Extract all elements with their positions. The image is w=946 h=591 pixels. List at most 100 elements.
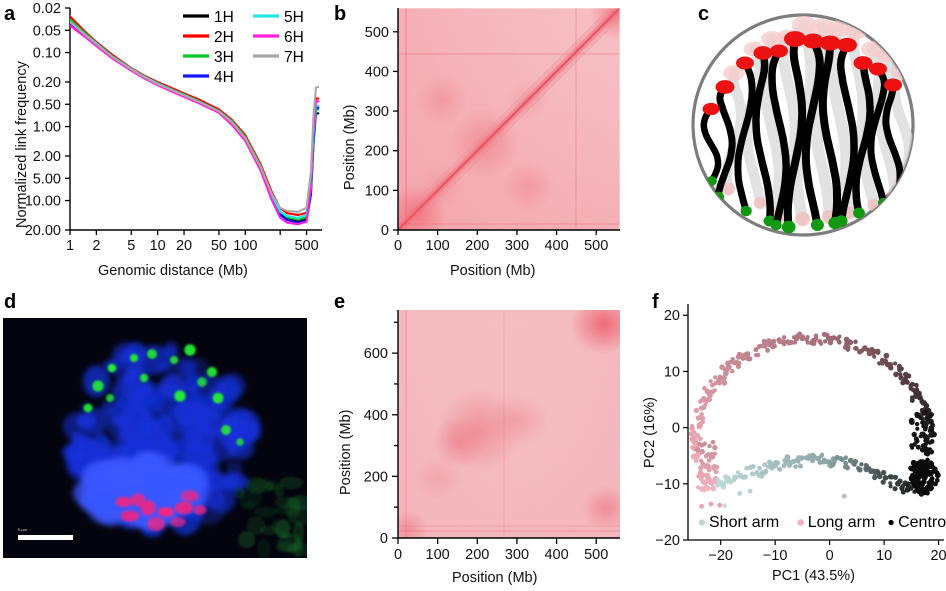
legend-label-centromere: Centromere [898,514,946,531]
panel-b-xtick: 0 [394,238,402,254]
telomere-cap [837,37,857,53]
telomere-focus [107,363,117,373]
chromatin-blob [82,461,125,493]
panel-f-ytick: 20 [664,308,680,324]
scatter-point-long-arm [695,433,701,438]
telomere-focus [206,366,218,378]
scatter-point-long-arm [847,339,854,346]
scatter-point-long-arm [705,474,711,481]
scatter-point-short-arm [737,473,744,479]
centromere-cap [794,211,811,227]
telomere-cap [819,35,841,51]
telomere-focus [83,403,93,413]
scatter-point-short-arm [821,457,828,464]
scatter-point-short-arm [762,462,768,467]
scatter-point-centromere [925,457,930,462]
scatter-point-long-arm [698,399,703,404]
scatter-point-short-arm [899,485,905,491]
chromosome-fibre [801,37,824,229]
centromere-cap [810,218,824,232]
scatter-point-short-arm [892,474,899,480]
telomere-focus [92,380,104,392]
centromere-focus [140,500,156,516]
scatter-point-long-arm [788,339,794,346]
scatter-point-centromere [915,444,921,450]
panel-f-letter: f [652,291,659,313]
chromatin-blob [101,400,115,417]
scatter-point-short-arm [810,452,815,458]
centromere-focus [130,493,146,507]
telomere-cap [753,46,773,60]
scatter-point-short-arm [798,463,803,469]
telomere-cap [791,16,817,34]
scatter-point-long-arm [753,347,759,353]
scatter-point-short-arm [777,467,781,472]
legend-dot-centromere [888,519,894,526]
panel-b-xtick: 400 [544,238,568,254]
telomere-cap [736,56,754,70]
scatter-point-long-arm [853,346,858,351]
scatter-point-long-arm [736,360,742,366]
scatter-point-long-arm [723,367,729,373]
scatter-point-short-arm [754,470,760,475]
scale-bar-label: 5 µm [18,527,28,532]
chromatin-blob [148,416,175,438]
telomere-focus [129,353,139,363]
scatter-point-long-arm [710,454,716,460]
scatter-point-short-arm [892,486,898,492]
telomere-focus [197,377,207,387]
panel-a-xtick: 10 [150,238,166,254]
scatter-point-centromere [932,466,938,472]
centromere-focus [147,516,165,532]
telomere-focus [147,349,157,359]
scatter-point-short-arm [843,455,849,460]
background-haze [265,481,275,491]
scatter-point-long-arm [700,479,706,485]
scatter-point-long-arm [699,448,705,455]
panel-a-ytick: 10.00 [25,194,61,210]
panel-c: c [630,0,946,290]
scatter-point-long-arm [883,352,890,359]
panel-e-ytick: 200 [364,469,388,485]
panel-b-ytick: 100 [365,183,389,199]
scale-bar [18,535,73,540]
chromosome-fibre [700,105,722,185]
chromatin-blob [135,452,162,472]
panel-a-xlabel: Genomic distance (Mb) [98,263,248,279]
scatter-point-short-arm [744,465,750,471]
scatter-point-long-arm [708,379,713,384]
scatter-point-long-arm [710,439,716,445]
scatter-point-long-arm [793,336,800,342]
scatter-point-long-arm [898,372,903,377]
legend-label-5H: 5H [284,9,304,26]
chromosome-fibre [874,49,900,201]
scatter-point-centromere [916,471,922,477]
scatter-point-long-arm [765,348,770,353]
panel-f-plot: −20 −10 0 10 20 −20 −10 0 10 20 Short arm Long ar… [655,304,946,564]
background-haze [254,506,277,518]
panel-e-ytick: 0 [380,531,388,547]
scatter-point-outlier [747,488,753,494]
scatter-point-centromere [923,475,928,480]
background-haze [278,476,303,489]
centromere-cap [877,197,890,209]
telomere-focus [169,355,179,365]
panel-b-xtick: 200 [465,238,489,254]
scatter-point-long-arm [928,432,935,438]
scatter-point-centromere [923,442,928,447]
panel-d: d 5 µm [0,290,320,591]
scatter-point-outlier [699,503,704,509]
scatter-point-long-arm [739,352,743,357]
scatter-point-long-arm [708,393,713,398]
scatter-point-long-arm [872,354,877,359]
panel-e-xtick: 200 [465,547,489,563]
chromosome-fibre [714,83,736,201]
scatter-point-long-arm [694,446,701,453]
panel-f-scatter-points [688,331,941,509]
scatter-point-short-arm [872,475,878,481]
panel-b-plot: 0 100 200 300 400 500 0 100 200 300 400 500 [365,7,621,254]
scatter-point-long-arm [758,343,763,349]
scatter-point-centromere [920,468,925,474]
scatter-point-short-arm [805,456,811,461]
scatter-point-short-arm [757,466,762,471]
